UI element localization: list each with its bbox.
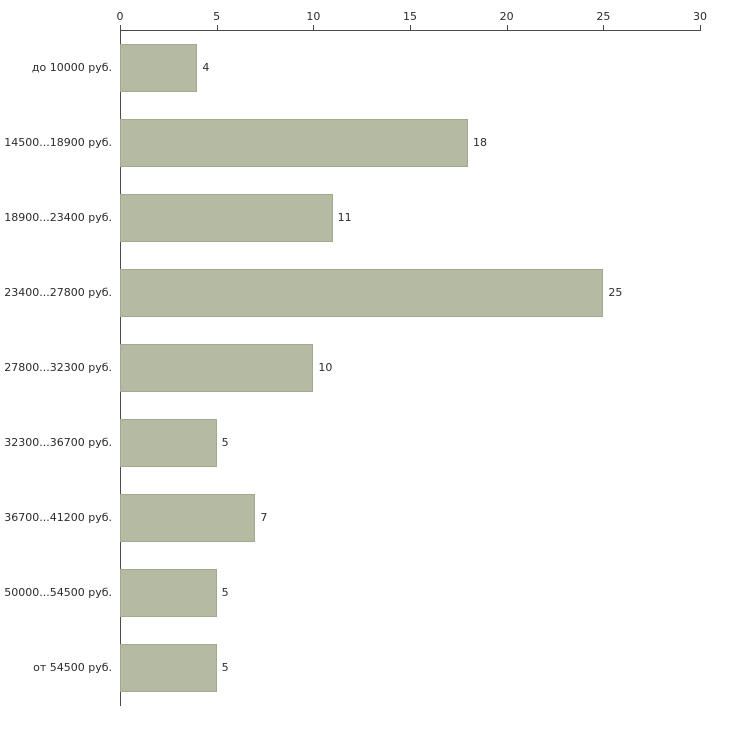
category-label: 27800...32300 руб. (4, 361, 112, 374)
bar-value-label: 18 (473, 136, 487, 149)
x-tick-label: 30 (693, 10, 707, 23)
chart-row: до 10000 руб. 4 (0, 30, 730, 105)
x-tick-label: 15 (403, 10, 417, 23)
bar (120, 418, 217, 467)
category-label: от 54500 руб. (33, 661, 112, 674)
x-tick-label: 20 (499, 10, 514, 23)
bar-value-label: 5 (221, 661, 229, 674)
category-label: 32300...36700 руб. (4, 436, 112, 449)
bar-area: 5 (120, 405, 700, 480)
bar (120, 493, 256, 542)
category-label: 14500...18900 руб. (4, 136, 112, 149)
category-label: 23400...27800 руб. (4, 286, 112, 299)
bar-area: 5 (120, 555, 700, 630)
category-label: 18900...23400 руб. (4, 211, 112, 224)
bar-value-label: 5 (221, 436, 229, 449)
x-tick-label: 5 (213, 10, 221, 23)
x-tick-label: 10 (306, 10, 321, 23)
category-label: до 10000 руб. (31, 61, 112, 74)
bar-value-label: 11 (337, 211, 352, 224)
bar-value-label: 5 (221, 586, 229, 599)
bar-area: 5 (120, 630, 700, 705)
bar (120, 193, 333, 242)
chart-row: 14500...18900 руб. 18 (0, 105, 730, 180)
plot-area: до 10000 руб. 4 14500...18900 руб. 18 18900.… (0, 30, 730, 705)
bar (120, 568, 217, 617)
x-tick-mark (216, 25, 218, 30)
bar (120, 43, 198, 92)
bar (120, 643, 217, 692)
bar-value-label: 4 (202, 61, 210, 74)
category-label: 36700...41200 руб. (4, 511, 112, 524)
bar-area: 11 (120, 180, 700, 255)
x-tick-mark (700, 25, 701, 30)
category-label: 50000...54500 руб. (4, 586, 112, 599)
x-tick-mark (410, 25, 411, 30)
bar-value-label: 7 (260, 511, 268, 524)
bar (120, 118, 468, 167)
chart-row: 18900...23400 руб. 11 (0, 180, 730, 255)
bar-area: 18 (120, 105, 700, 180)
bar (120, 343, 314, 392)
chart-row: от 54500 руб. 5 (0, 630, 730, 705)
x-tick-label: 25 (596, 10, 611, 23)
chart-row: 23400...27800 руб. 25 (0, 255, 730, 330)
bar-area: 4 (120, 30, 700, 105)
bar-value-label: 10 (318, 361, 333, 374)
x-tick-mark (120, 25, 121, 30)
chart-row: 27800...32300 руб. 10 (0, 330, 730, 405)
x-tick-mark (506, 25, 508, 30)
bar-area: 10 (120, 330, 700, 405)
chart-row: 36700...41200 руб. 7 (0, 480, 730, 555)
bar-area: 25 (120, 255, 700, 330)
chart-row: 32300...36700 руб. 5 (0, 405, 730, 480)
x-tick-mark (603, 25, 605, 30)
bar-area: 7 (120, 480, 700, 555)
x-tick-label: 0 (116, 10, 124, 23)
bar-value-label: 25 (608, 286, 623, 299)
bar (120, 268, 604, 317)
chart-row: 50000...54500 руб. 5 (0, 555, 730, 630)
x-axis-line (120, 30, 701, 31)
x-tick-mark (313, 25, 315, 30)
